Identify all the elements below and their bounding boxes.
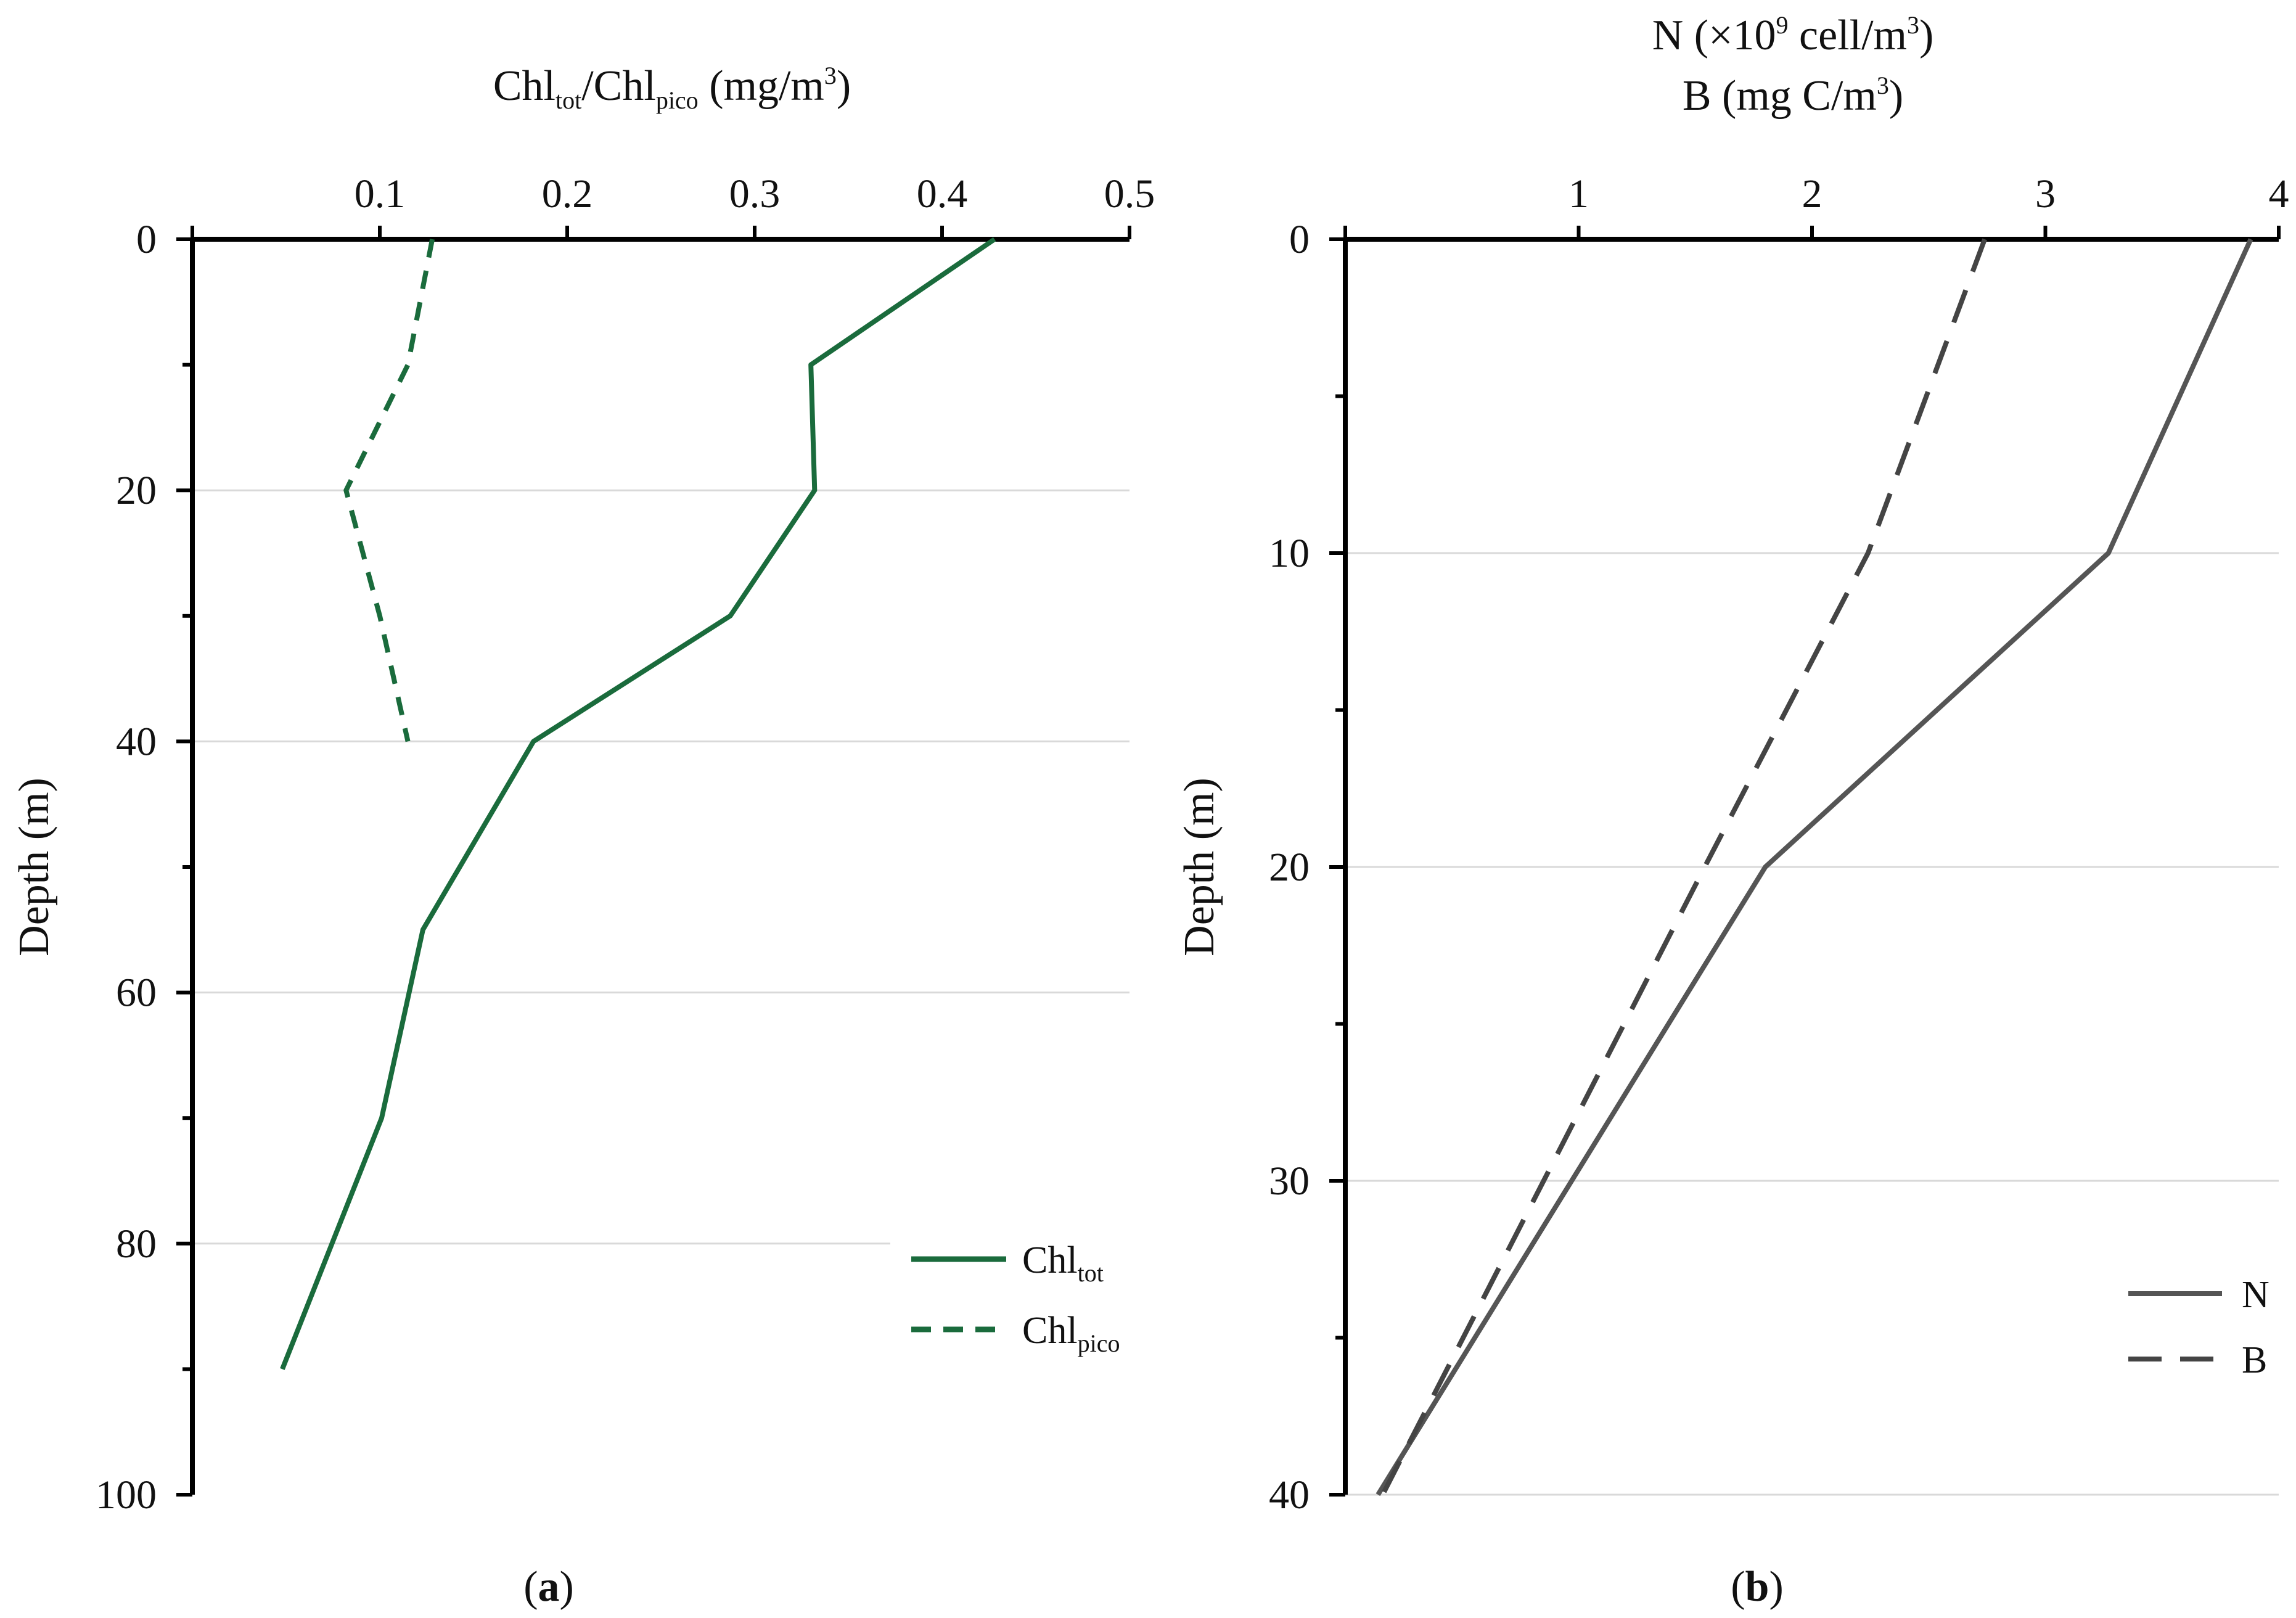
panel-b-label: (b) xyxy=(1731,1563,1784,1611)
panel-a-y-axis-title: Depth (m) xyxy=(10,778,58,956)
x-tick-label: 0.1 xyxy=(355,171,406,216)
x-tick-label: 3 xyxy=(2035,171,2056,216)
x-tick-label: 0.3 xyxy=(729,171,781,216)
legend-n-label: N xyxy=(2242,1274,2269,1316)
panel-b-x-axis-title-line2: B (mg C/m3) xyxy=(1683,72,1903,120)
y-tick-label: 40 xyxy=(1269,1472,1310,1517)
x-tick-label: 0.4 xyxy=(917,171,968,216)
x-tick-label: 0.2 xyxy=(542,171,593,216)
panel-b-legend: N B xyxy=(2128,1274,2269,1381)
series-line-n xyxy=(1376,238,2253,1497)
y-tick-label: 40 xyxy=(116,719,157,764)
y-tick-label: 100 xyxy=(96,1472,157,1517)
panel-a-legend: Chltot Chlpico xyxy=(911,1239,1120,1357)
x-tick-label: 1 xyxy=(1568,171,1589,216)
panel-b-x-axis-title-line1: N (×109 cell/m3) xyxy=(1652,11,1934,59)
legend-chl-pico-label: Chlpico xyxy=(1022,1310,1120,1357)
y-tick-label: 10 xyxy=(1269,531,1310,576)
panel-a-x-axis-title: Chltot/Chlpico (mg/m3) xyxy=(493,62,851,114)
x-tick-label: 0.5 xyxy=(1104,171,1155,216)
panel-a-x-ticks: 0.1 0.2 0.3 0.4 0.5 xyxy=(191,171,1155,239)
panel-b-series xyxy=(1376,238,2253,1497)
panel-a-y-ticks: 0 20 40 60 80 100 xyxy=(96,217,192,1517)
panel-b-y-axis-title: Depth (m) xyxy=(1176,778,1223,956)
y-tick-label: 80 xyxy=(116,1222,157,1267)
x-tick-label: 2 xyxy=(1802,171,1822,216)
y-tick-label: 60 xyxy=(116,971,157,1016)
y-tick-label: 20 xyxy=(116,468,157,513)
series-line-chl-tot xyxy=(280,237,996,1370)
legend-chl-tot-label: Chltot xyxy=(1022,1239,1104,1287)
legend-b-label: B xyxy=(2242,1339,2267,1381)
panel-b-y-ticks: 0 10 20 30 40 xyxy=(1269,217,1345,1517)
panel-a-series xyxy=(280,237,996,1370)
y-tick-label: 30 xyxy=(1269,1159,1310,1204)
panel-b-chart: 1 2 3 4 0 10 20 30 40 N (×109 cell/m3) B (mg C/… xyxy=(1176,11,2289,1611)
panel-b-x-ticks: 1 2 3 4 xyxy=(1343,171,2289,239)
panel-b-gridlines xyxy=(1345,552,2279,1496)
series-line-chl-pico xyxy=(343,239,435,742)
series-line-b xyxy=(1380,238,1987,1496)
x-tick-label: 4 xyxy=(2269,171,2289,216)
y-tick-label: 20 xyxy=(1269,845,1310,890)
y-tick-label: 0 xyxy=(136,217,157,262)
y-tick-label: 0 xyxy=(1289,217,1310,262)
panel-a-chart: 0.1 0.2 0.3 0.4 0.5 0 20 40 60 80 100 Chltot/Chlp… xyxy=(10,62,1155,1611)
panel-a-label: (a) xyxy=(523,1563,574,1611)
panel-a-gridlines xyxy=(192,489,1130,1245)
